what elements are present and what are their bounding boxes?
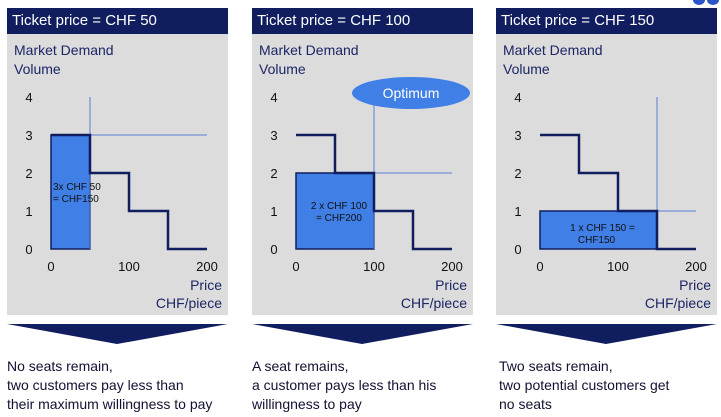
y-axis-label-line2: Volume [503, 61, 550, 77]
x-tick-label: 200 [196, 259, 218, 274]
description-line: Two seats remain, [499, 358, 613, 374]
panel-price-50: Ticket price = CHF 50 Market Demand Volu… [7, 8, 228, 315]
description-line: No seats remain, [7, 358, 113, 374]
y-axis-label: Market Demand Volume [14, 41, 164, 79]
panel-price-150: Ticket price = CHF 150 Market Demand Vol… [496, 8, 717, 315]
y-tick-label: 4 [25, 90, 32, 105]
x-tick-label: 200 [685, 259, 707, 274]
description-line: their maximum willingness to pay [7, 396, 213, 412]
description-line: no seats [499, 396, 552, 412]
x-axis-label-line2: CHF/piece [156, 295, 222, 311]
y-tick-label: 4 [514, 90, 521, 105]
panel-price-100: Ticket price = CHF 100 Market Demand Vol… [252, 8, 473, 315]
y-tick-label: 1 [514, 204, 521, 219]
x-tick-label: 100 [118, 259, 140, 274]
optimum-badge: Optimum [352, 77, 470, 109]
x-tick-label: 0 [536, 259, 543, 274]
revenue-label-line1: 2 x CHF 100 [311, 201, 368, 212]
down-arrow-icon [252, 324, 473, 344]
demand-chart: 0 1 2 3 4 0 100 200 Price CHF/piece 3x CHF 50= CHF… [25, 90, 222, 311]
y-tick-label: 3 [270, 128, 277, 143]
revenue-label-line1: 1 x CHF 150 = [570, 223, 635, 234]
revenue-label-line1: 3x CHF 50 [53, 182, 101, 193]
y-tick-label: 2 [514, 166, 521, 181]
demand-chart: 0 1 2 3 4 0 100 200 Price CHF/piece 2 x CHF 100= C… [270, 90, 467, 311]
description-line: a customer pays less than his [252, 377, 437, 393]
down-arrow-icon [496, 324, 717, 344]
panel-header: Ticket price = CHF 100 [252, 8, 473, 34]
revenue-label-line2: CHF150 [578, 235, 616, 246]
demand-chart: 0 1 2 3 4 0 100 200 Price CHF/piece 1 x CHF 150 =C… [514, 90, 711, 311]
x-axis-label-line2: CHF/piece [645, 295, 711, 311]
revenue-area [539, 210, 658, 250]
y-tick-label: 1 [25, 204, 32, 219]
x-tick-label: 100 [363, 259, 385, 274]
y-tick-label: 4 [270, 90, 277, 105]
x-tick-label: 0 [47, 259, 54, 274]
x-axis-label-line1: Price [190, 277, 222, 293]
description-line: two customers pay less than [7, 377, 184, 393]
y-axis-label: Market Demand Volume [259, 41, 409, 79]
y-tick-label: 1 [270, 204, 277, 219]
down-arrow-icon [7, 324, 228, 344]
description-line: A seat remains, [252, 358, 349, 374]
y-axis-label-line1: Market Demand [259, 42, 359, 58]
x-tick-label: 200 [441, 259, 463, 274]
y-tick-label: 0 [270, 242, 277, 257]
demand-curve [296, 133, 452, 251]
x-axis-label-line1: Price [435, 277, 467, 293]
y-tick-label: 3 [514, 128, 521, 143]
demand-curve [51, 133, 207, 251]
x-tick-label: 100 [607, 259, 629, 274]
description-line: two potential customers get [499, 377, 670, 393]
brand-logo-icon [693, 0, 719, 5]
y-tick-label: 2 [25, 166, 32, 181]
revenue-label-line2: = CHF150 [53, 194, 99, 205]
y-tick-label: 0 [514, 242, 521, 257]
outcome-description: No seats remain, two customers pay less … [7, 357, 245, 414]
panel-header: Ticket price = CHF 50 [7, 8, 228, 34]
outcome-description: A seat remains, a customer pays less tha… [252, 357, 490, 414]
revenue-area [50, 134, 91, 250]
y-tick-label: 2 [270, 166, 277, 181]
y-tick-label: 0 [25, 242, 32, 257]
description-line: willingness to pay [252, 396, 362, 412]
x-tick-label: 0 [292, 259, 299, 274]
x-axis-label-line2: CHF/piece [401, 295, 467, 311]
outcome-description: Two seats remain, two potential customer… [499, 357, 721, 414]
y-axis-label-line2: Volume [259, 61, 306, 77]
y-axis-label-line1: Market Demand [503, 42, 603, 58]
panel-header: Ticket price = CHF 150 [496, 8, 717, 34]
y-tick-label: 3 [25, 128, 32, 143]
demand-curve [540, 133, 696, 251]
y-axis-label-line2: Volume [14, 61, 61, 77]
y-axis-label-line1: Market Demand [14, 42, 114, 58]
x-axis-label-line1: Price [679, 277, 711, 293]
revenue-area [295, 172, 375, 250]
y-axis-label: Market Demand Volume [503, 41, 653, 79]
revenue-label-line2: = CHF200 [316, 213, 362, 224]
